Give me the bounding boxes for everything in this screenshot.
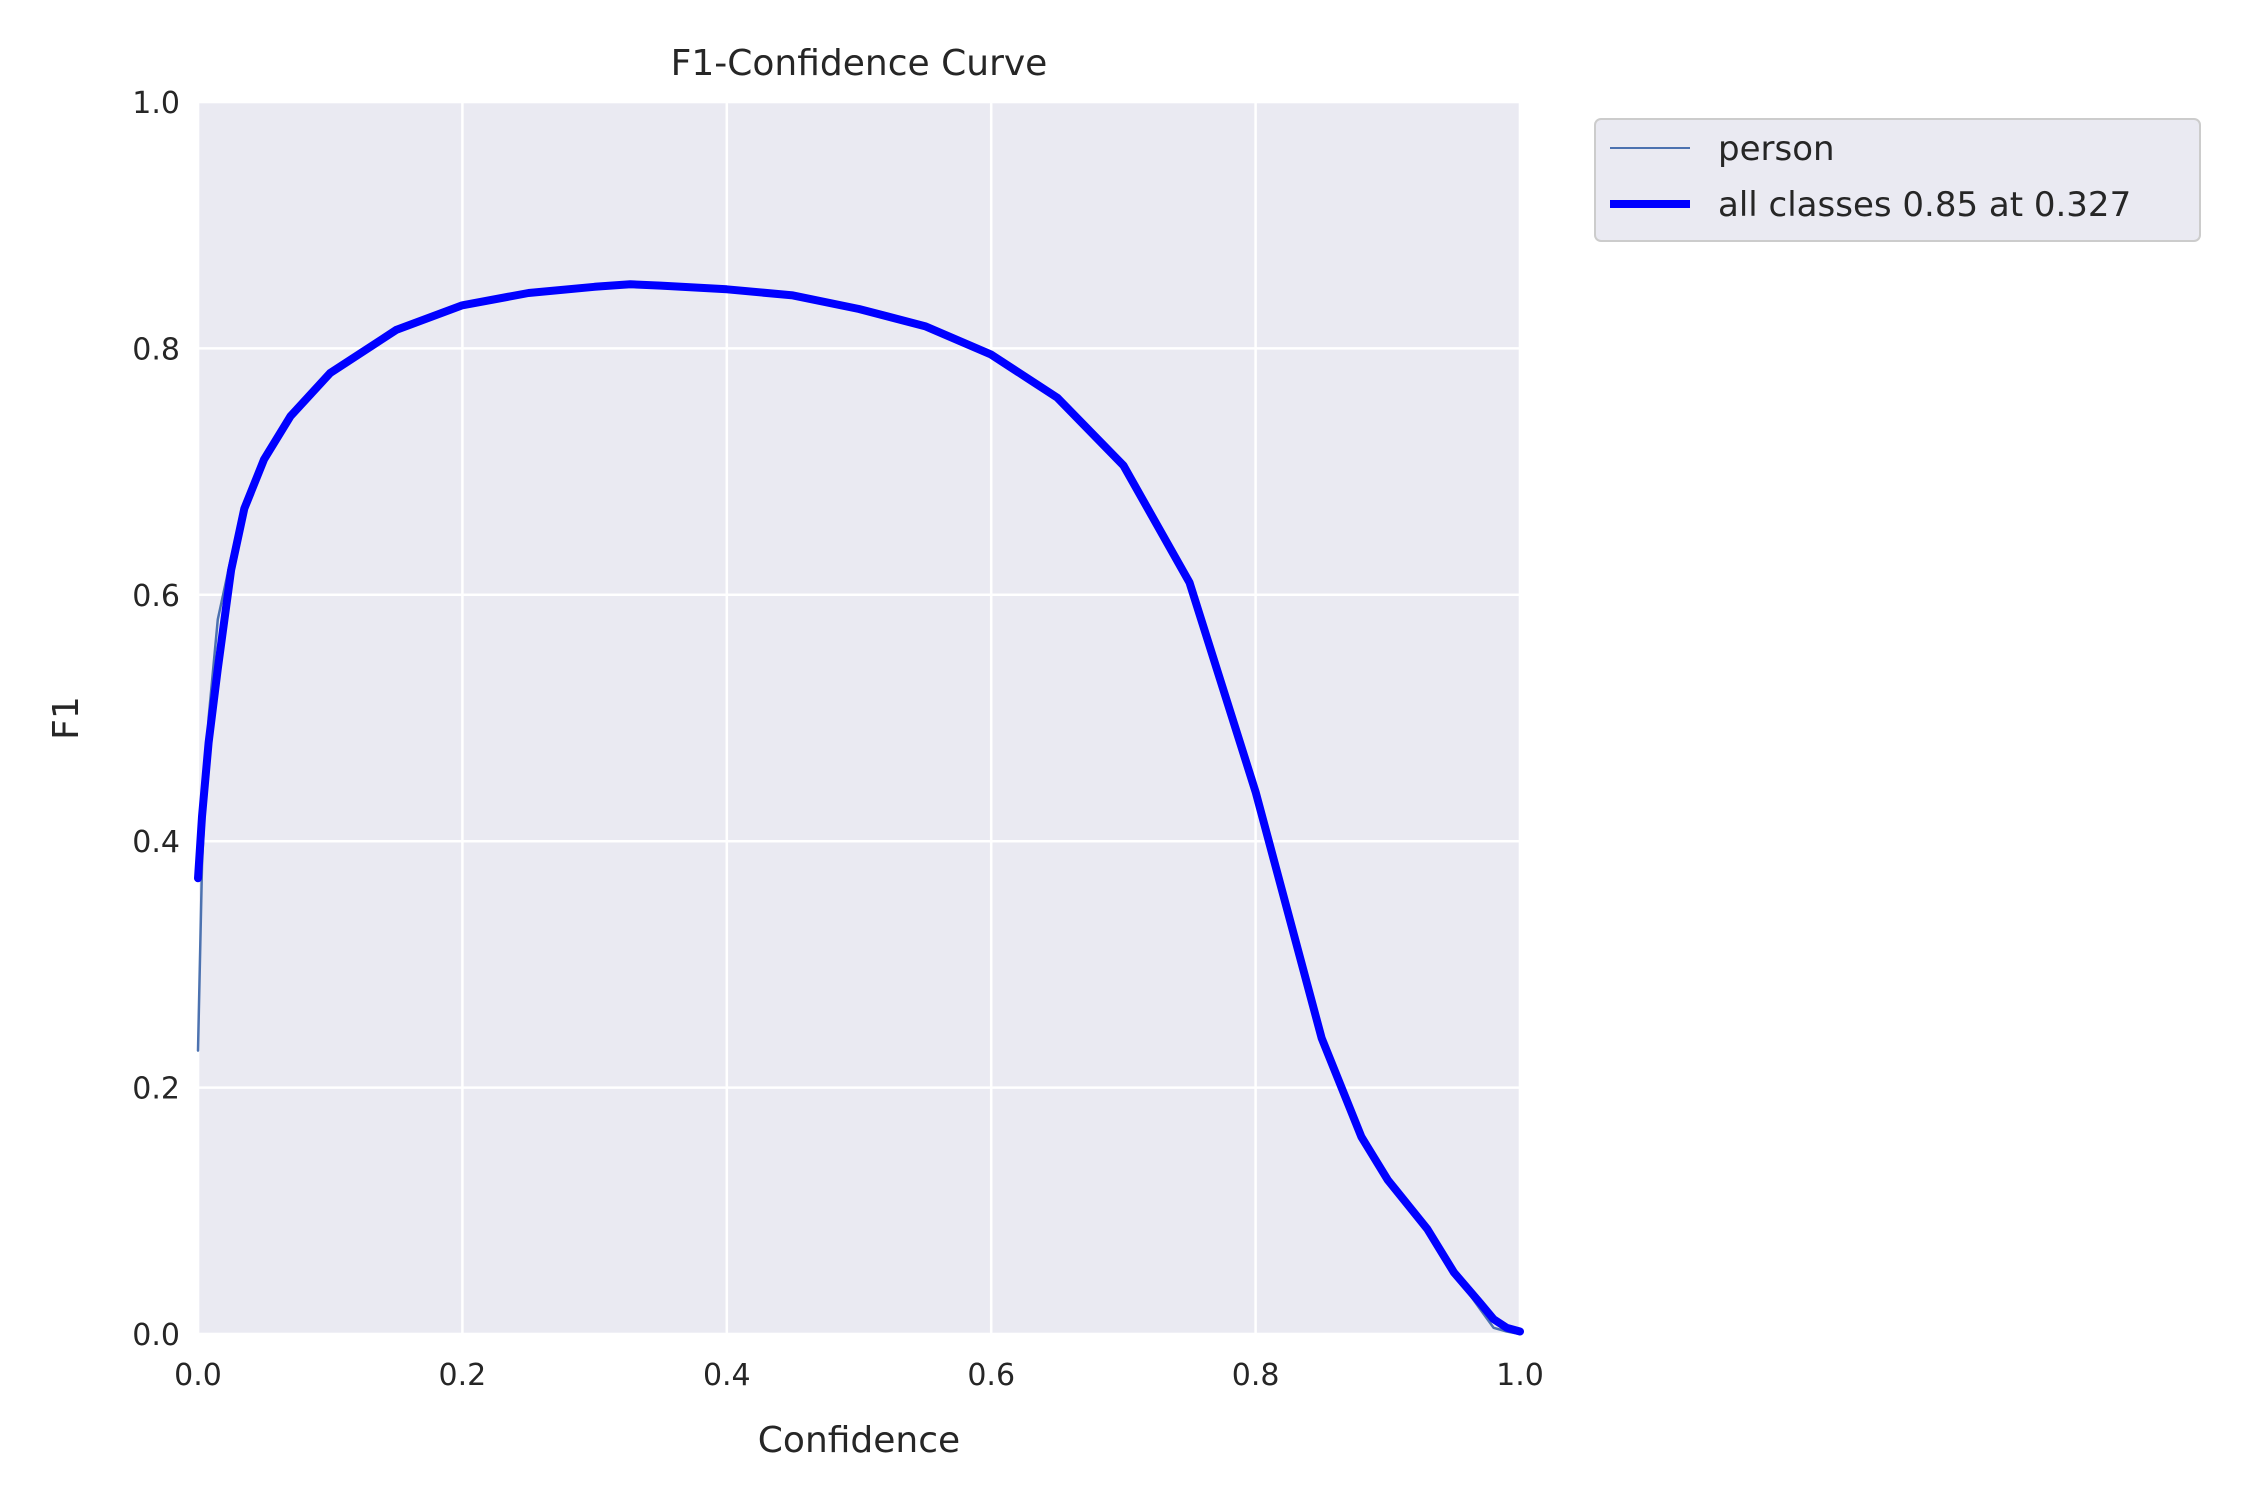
y-tick-label: 0.6 (132, 579, 180, 614)
x-tick-label: 0.0 (174, 1358, 222, 1393)
legend-label-person: person (1718, 129, 1835, 169)
x-tick-label: 0.6 (967, 1358, 1015, 1393)
series-layer (194, 280, 1524, 1336)
x-tick-label: 0.8 (1232, 1358, 1280, 1393)
x-tick-labels: 0.0 0.2 0.4 0.6 0.8 1.0 (174, 1358, 1544, 1393)
y-tick-label: 0.8 (132, 332, 180, 367)
y-tick-label: 1.0 (132, 86, 180, 121)
x-tick-label: 0.4 (703, 1358, 751, 1393)
x-tick-label: 0.2 (439, 1358, 487, 1393)
x-tick-label: 1.0 (1496, 1358, 1544, 1393)
legend-box (1594, 118, 2201, 242)
y-tick-label: 0.4 (132, 825, 180, 860)
series-line-all-classes (194, 280, 1524, 1336)
plot-background (198, 102, 1520, 1334)
y-tick-label: 0.2 (132, 1072, 180, 1107)
legend-label-all-classes: all classes 0.85 at 0.327 (1718, 185, 2131, 225)
y-tick-labels: 0.0 0.2 0.4 0.6 0.8 1.0 (132, 86, 180, 1353)
x-axis-label: Confidence (758, 1420, 960, 1461)
legend: person all classes 0.85 at 0.327 (1594, 118, 2201, 242)
chart-title: F1-Confidence Curve (671, 43, 1048, 84)
y-tick-label: 0.0 (132, 1318, 180, 1353)
y-axis-label: F1 (46, 696, 87, 740)
